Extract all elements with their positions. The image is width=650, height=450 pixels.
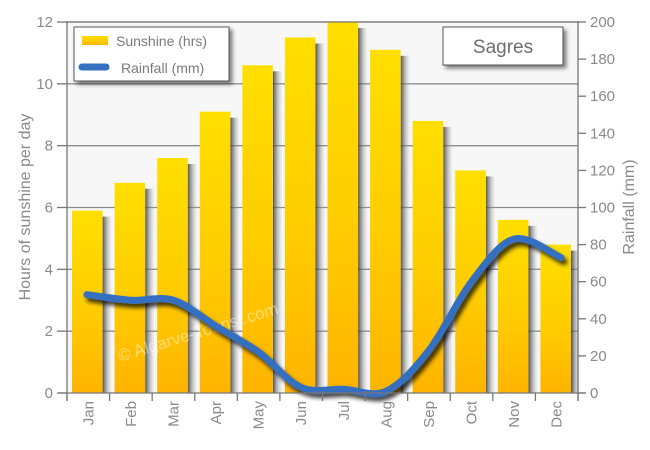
x-label-nov: Nov — [506, 401, 523, 428]
y-right-tick-label: 20 — [590, 348, 607, 365]
x-label-jul: Jul — [336, 401, 353, 420]
sunshine-bar-aug — [370, 49, 401, 393]
x-label-feb: Feb — [123, 401, 140, 427]
y-axis-left-ticks: 0 2 4 6 8 10 12 — [36, 14, 67, 402]
x-label-aug: Aug — [378, 401, 395, 428]
sunshine-bar-mar — [157, 158, 188, 393]
chart-title: Sagres — [473, 37, 533, 58]
bar-shadow — [102, 216, 112, 393]
y-right-tick-label: 180 — [590, 51, 615, 68]
y-left-tick-label: 4 — [45, 261, 53, 278]
rainfall-line-path — [83, 235, 565, 398]
y-left-tick-label: 6 — [45, 200, 53, 217]
sunshine-bar-apr — [199, 111, 231, 394]
sunshine-bar-jun — [284, 37, 316, 393]
x-label-jan: Jan — [80, 401, 97, 425]
bar-shadow — [528, 225, 538, 393]
legend-rainfall-label: Rainfall (mm) — [121, 60, 204, 76]
bar-shadow — [571, 250, 580, 393]
sunshine-bar-dec — [540, 244, 571, 393]
y-right-tick-label: 200 — [590, 14, 615, 31]
y-axis-right-ticks: 0 20 40 60 80 100 120 140 160 180 200 — [578, 14, 615, 402]
y-right-tick-label: 160 — [590, 88, 615, 105]
x-label-apr: Apr — [208, 401, 225, 424]
y-right-tick-label: 140 — [590, 125, 615, 142]
y-left-tick-label: 8 — [45, 138, 53, 155]
x-axis-labels: Jan Feb Mar Apr May Jun Jul Aug Sep Oct Nov Dec — [80, 400, 565, 429]
rainfall-line — [83, 235, 565, 398]
axes — [59, 21, 586, 401]
bar-shadow — [230, 117, 240, 394]
bar-shadow — [272, 71, 282, 394]
y-right-tick-label: 120 — [590, 162, 615, 179]
x-label-may: May — [251, 401, 268, 430]
bar-shadow — [187, 164, 197, 393]
y-right-tick-label: 100 — [590, 200, 615, 217]
y-left-tick-label: 2 — [45, 323, 53, 340]
legend-sunshine-label: Sunshine (hrs) — [116, 33, 207, 49]
bar-shadow — [485, 176, 495, 393]
legend-items: Sunshine (hrs) Rainfall (mm) — [78, 33, 207, 76]
x-label-sep: Sep — [421, 401, 438, 428]
y-right-tick-label: 0 — [590, 385, 598, 402]
y-axis-right-title: Rainfall (mm) — [621, 159, 638, 254]
y-left-tick-label: 0 — [45, 385, 53, 402]
bar-shadow — [145, 188, 155, 393]
sunshine-bar-may — [242, 65, 273, 394]
y-axis-left-title: Hours of sunshine per day — [17, 114, 34, 301]
bar-shadow — [443, 126, 453, 393]
x-label-dec: Dec — [549, 401, 566, 428]
sunshine-bar-feb — [114, 182, 146, 393]
y-right-tick-label: 60 — [590, 274, 607, 291]
x-label-jun: Jun — [293, 401, 310, 425]
y-right-tick-label: 40 — [590, 311, 607, 328]
sunshine-bar-jan — [72, 210, 103, 393]
y-left-tick-label: 12 — [36, 14, 53, 31]
sunshine-swatch-icon — [82, 36, 108, 45]
title-box — [442, 26, 564, 66]
bar-shadow — [400, 55, 410, 393]
y-right-tick-label: 80 — [590, 237, 607, 254]
sunshine-bar-jul — [327, 22, 359, 393]
bar-shadow — [315, 43, 325, 393]
y-left-tick-label: 10 — [36, 76, 53, 93]
x-label-mar: Mar — [165, 401, 182, 427]
x-label-oct: Oct — [464, 400, 481, 424]
bar-shadow — [358, 28, 368, 393]
